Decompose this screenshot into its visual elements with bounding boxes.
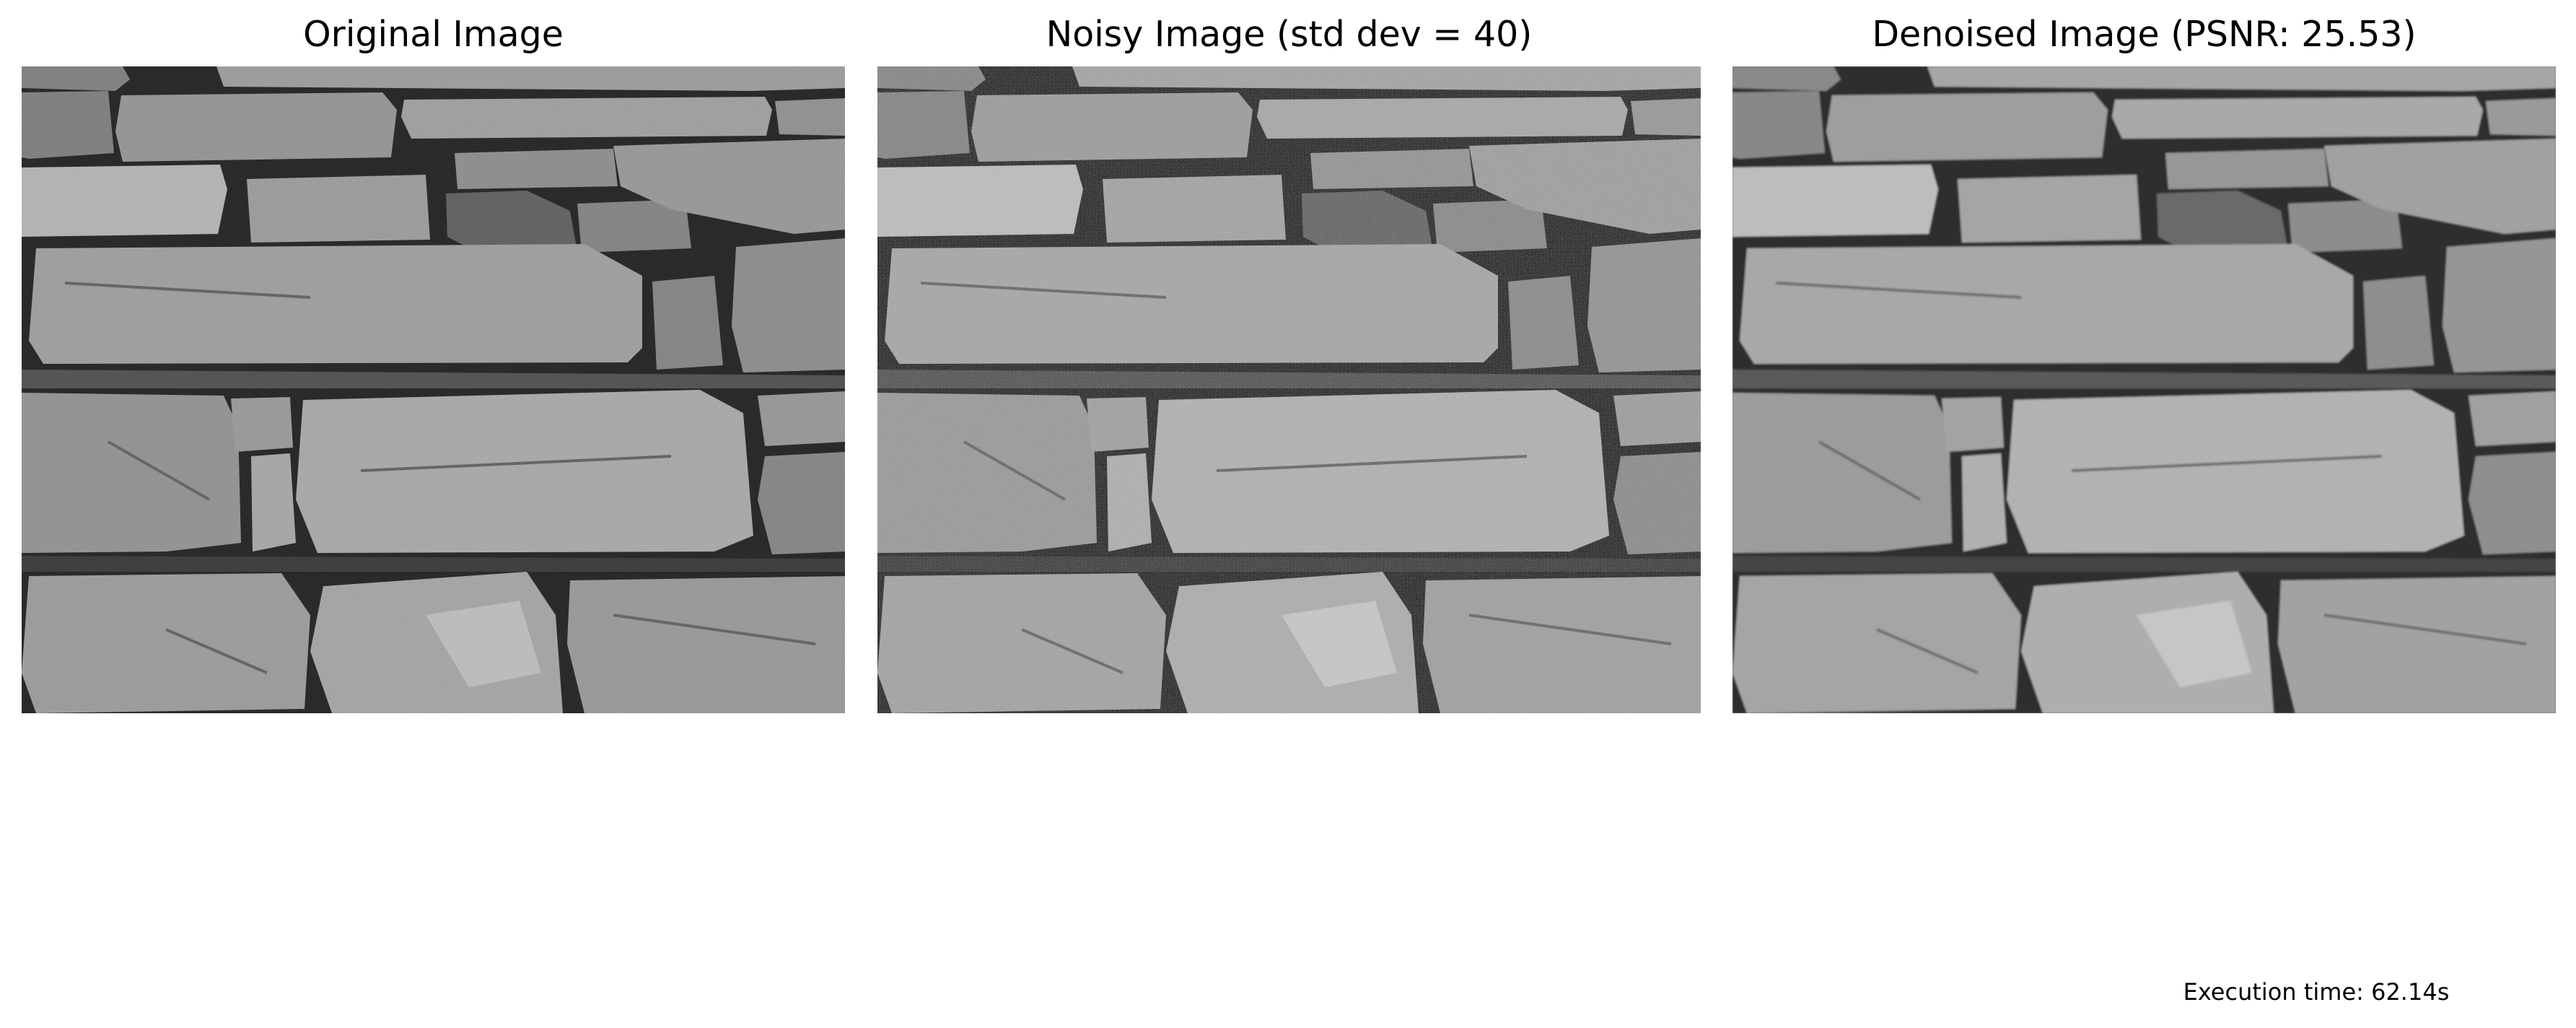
noisy-image-title: Noisy Image (std dev = 40) — [1046, 14, 1533, 55]
original-image — [22, 66, 845, 713]
denoised-image-title: Denoised Image (PSNR: 25.53) — [1872, 14, 2417, 55]
denoised-image — [1732, 66, 2556, 713]
noisy-image — [877, 66, 1701, 713]
execution-time-label: Execution time: 62.14s — [2183, 978, 2450, 1006]
original-image-title: Original Image — [303, 14, 564, 55]
